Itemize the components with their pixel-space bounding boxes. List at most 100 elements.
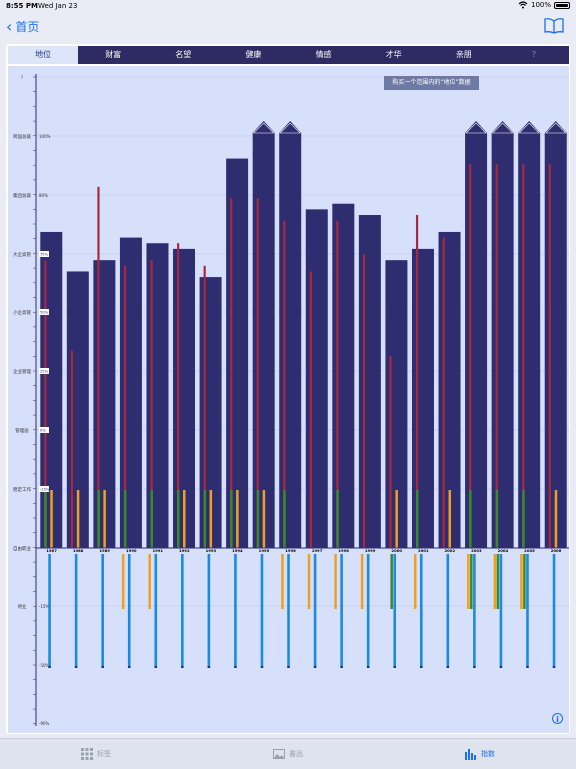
green-bar — [283, 490, 286, 548]
green-bar — [177, 490, 180, 548]
year-label: 1990 — [126, 548, 137, 553]
status-date: Wed Jan 23 — [38, 2, 78, 10]
year-label: 1993 — [206, 548, 217, 553]
year-label: 1998 — [338, 548, 349, 553]
tabbar-item-tags[interactable]: 标签 — [0, 739, 192, 769]
orange-bar — [236, 490, 239, 548]
bar-chart-icon — [465, 749, 476, 760]
negative-blue-bar — [473, 554, 476, 666]
y-level-label: 企业管理 — [13, 368, 31, 375]
tab-fame[interactable]: 名望 — [175, 50, 192, 59]
overflow-arrow-outline — [545, 122, 567, 134]
green-bar — [415, 490, 419, 548]
negative-blue-bar — [207, 554, 211, 666]
tabbar-label-tags: 标签 — [97, 750, 111, 758]
negative-blue-bar — [260, 554, 264, 666]
inner-pct-label: 0% — [40, 429, 46, 433]
negative-blue-bar — [181, 554, 184, 666]
overflow-arrow — [491, 121, 514, 133]
inner-pct-label: 50% — [40, 311, 49, 315]
bar — [544, 133, 567, 548]
negative-blue-bar — [234, 554, 237, 666]
tabbar-item-index[interactable]: 指数 — [384, 739, 576, 769]
green-bar — [230, 490, 233, 548]
orange-bar — [183, 490, 186, 548]
inner-pct-box — [39, 368, 49, 374]
negative-blue-cap — [74, 666, 78, 668]
tabbar-item-gallery[interactable]: 書品 — [192, 739, 384, 769]
tab-status[interactable]: 地位 — [8, 46, 79, 64]
negative-blue-cap — [340, 666, 343, 668]
book-icon[interactable] — [544, 17, 564, 35]
purchase-tooltip[interactable]: 购买一个范围内的“地位”数据 — [384, 76, 479, 90]
negative-orange-bar — [307, 554, 311, 609]
negative-orange-bar — [360, 554, 364, 609]
wifi-icon — [518, 1, 528, 9]
tab-emotion[interactable]: 情感 — [315, 50, 332, 59]
negative-blue-bar — [74, 554, 78, 666]
negative-blue-bar — [340, 554, 343, 666]
red-line — [548, 164, 551, 548]
red-line — [283, 220, 286, 548]
green-bar — [522, 490, 525, 548]
negative-blue-bar — [313, 554, 317, 666]
negative-blue-bar — [393, 554, 397, 666]
bar — [332, 203, 355, 549]
inner-pct-box — [39, 427, 49, 433]
tab-family[interactable]: 亲朋 — [455, 50, 472, 59]
tab-wealth[interactable]: 财富 — [105, 50, 122, 59]
negative-blue-cap — [552, 666, 556, 668]
red-line — [44, 260, 47, 548]
red-line — [203, 265, 206, 548]
negative-blue-bar — [366, 554, 370, 666]
bar — [518, 133, 541, 548]
back-button[interactable]: ‹ 首页 — [6, 18, 39, 35]
overflow-arrow-outline — [279, 122, 301, 134]
tab-unknown[interactable]: ? — [531, 50, 537, 59]
green-bar — [469, 490, 472, 548]
negative-blue-cap — [48, 666, 51, 668]
green-bar — [256, 490, 260, 548]
bar — [411, 248, 434, 548]
green-bar — [336, 490, 339, 548]
overflow-arrow — [518, 121, 541, 133]
inner-pct-box — [39, 486, 49, 492]
y-level-label: 大企高管 — [13, 251, 31, 258]
negative-orange-bar — [148, 554, 151, 609]
red-line — [495, 164, 498, 548]
red-line — [177, 243, 180, 548]
negative-orange-bar — [493, 554, 497, 609]
status-right: 100% — [518, 1, 570, 9]
negative-green-bar — [523, 554, 526, 609]
pct-tick-label: -15% — [39, 604, 50, 609]
orange-bar — [448, 490, 452, 548]
negative-blue-cap — [287, 666, 290, 668]
orange-bar — [395, 490, 398, 548]
bar — [465, 133, 488, 548]
negative-blue-cap — [366, 666, 370, 668]
year-label: 1992 — [179, 548, 190, 553]
tab-talent[interactable]: 才华 — [385, 50, 402, 59]
info-icon[interactable]: i — [552, 713, 563, 724]
year-label: 1991 — [152, 548, 163, 553]
red-line — [415, 215, 419, 548]
overflow-arrow-outline — [252, 122, 275, 134]
negative-blue-bar — [287, 554, 290, 666]
negative-blue-cap — [313, 666, 317, 668]
red-line — [389, 356, 392, 548]
red-line — [256, 198, 259, 548]
year-label: 2005 — [524, 548, 535, 553]
overflow-arrow-outline — [518, 122, 540, 134]
red-line — [97, 186, 100, 548]
grid-icon — [81, 748, 93, 760]
bar — [252, 133, 275, 548]
green-bar — [97, 490, 100, 548]
green-bar — [150, 490, 153, 548]
inner-pct-label: -25% — [40, 488, 50, 492]
negative-blue-cap — [260, 666, 264, 668]
chart-area: ? 跨国总裁 集团总裁 大企高管 小企高管 企业管理 管理层 稳定工作 自由职业 待业 100% 80… — [8, 66, 569, 733]
negative-blue-bar — [499, 554, 503, 666]
inner-pct-box — [39, 251, 49, 257]
status-time: 8:55 PM — [6, 2, 38, 10]
tab-health[interactable]: 健康 — [245, 50, 262, 59]
